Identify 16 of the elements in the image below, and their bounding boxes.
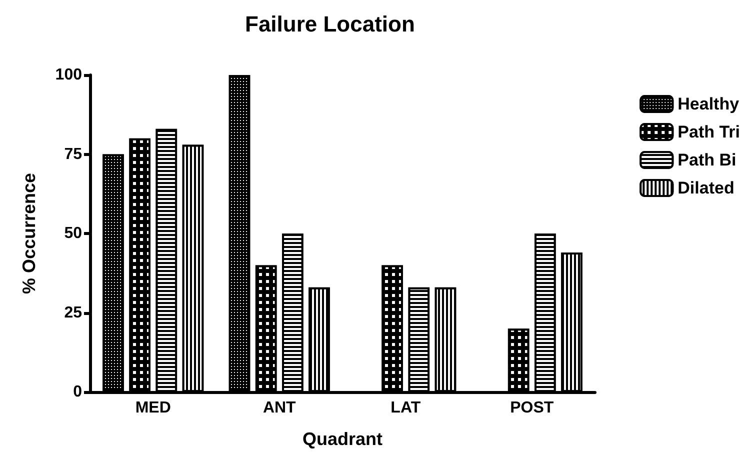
legend-label: Path Bi [678, 150, 736, 170]
legend-label: Dilated [678, 178, 734, 198]
legend-label: Healthy [678, 94, 740, 114]
x-axis-title: Quadrant [302, 429, 383, 449]
x-tick-label: LAT [390, 400, 421, 416]
x-tick-label: POST [510, 400, 554, 416]
legend-label: Path Tri [678, 122, 740, 142]
x-tick-label: ANT [262, 400, 296, 416]
y-tick-label: 100 [55, 66, 82, 84]
chart-title: Failure Location [245, 12, 415, 36]
y-axis-title: % Occurrence [19, 172, 39, 294]
x-tick-label: MED [135, 400, 171, 416]
y-tick-label: 25 [64, 304, 82, 322]
y-tick-label: 75 [64, 146, 82, 163]
y-tick-label: 50 [64, 225, 82, 242]
y-tick-label: 0 [73, 384, 82, 400]
